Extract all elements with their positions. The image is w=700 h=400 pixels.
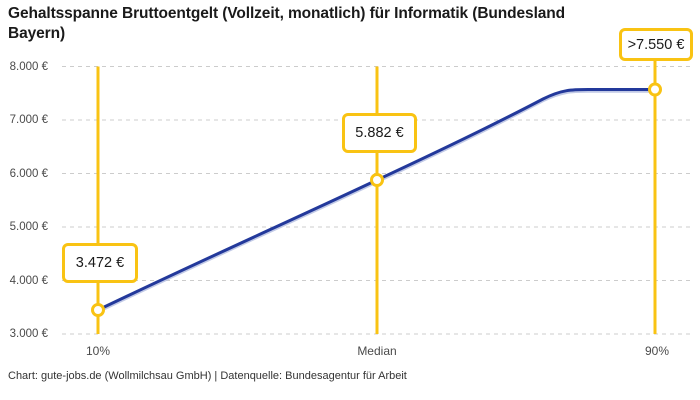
point-markers	[91, 82, 662, 317]
x-label-10: 10%	[85, 344, 111, 358]
value-label-90: >7.550 €	[627, 36, 685, 53]
y-tick-5000: 5.000 €	[9, 221, 48, 233]
salary-curve-shadow	[97, 90, 655, 314]
y-tick-7000: 7.000 €	[9, 114, 48, 126]
value-label-box-median: 5.882 €	[342, 113, 417, 153]
y-tick-4000: 4.000 €	[9, 274, 48, 287]
point-marker-90	[648, 82, 662, 97]
chart-source: Chart: gute-jobs.de (Wollmilchsau GmbH) …	[8, 370, 407, 382]
salary-curve	[96, 88, 657, 312]
y-tick-3000: 3.000 €	[9, 328, 48, 340]
value-label-median: 5.882 €	[355, 125, 404, 141]
percentile-lines	[96, 59, 657, 334]
x-label-median: Median	[357, 344, 397, 358]
y-tick-6000: 6.000 €	[9, 167, 48, 180]
value-label-box-10: 3.472 €	[62, 243, 138, 283]
y-tick-8000: 8.000 €	[9, 60, 48, 73]
chart-title: Gehaltsspanne Bruttoentgelt (Vollzeit, m…	[8, 5, 566, 42]
value-label-box-90: >7.550 €	[619, 28, 693, 61]
point-marker-10	[91, 303, 105, 317]
value-label-10: 3.472 €	[75, 255, 125, 271]
point-marker-median	[370, 173, 384, 187]
x-label-90: 90%	[644, 344, 670, 358]
